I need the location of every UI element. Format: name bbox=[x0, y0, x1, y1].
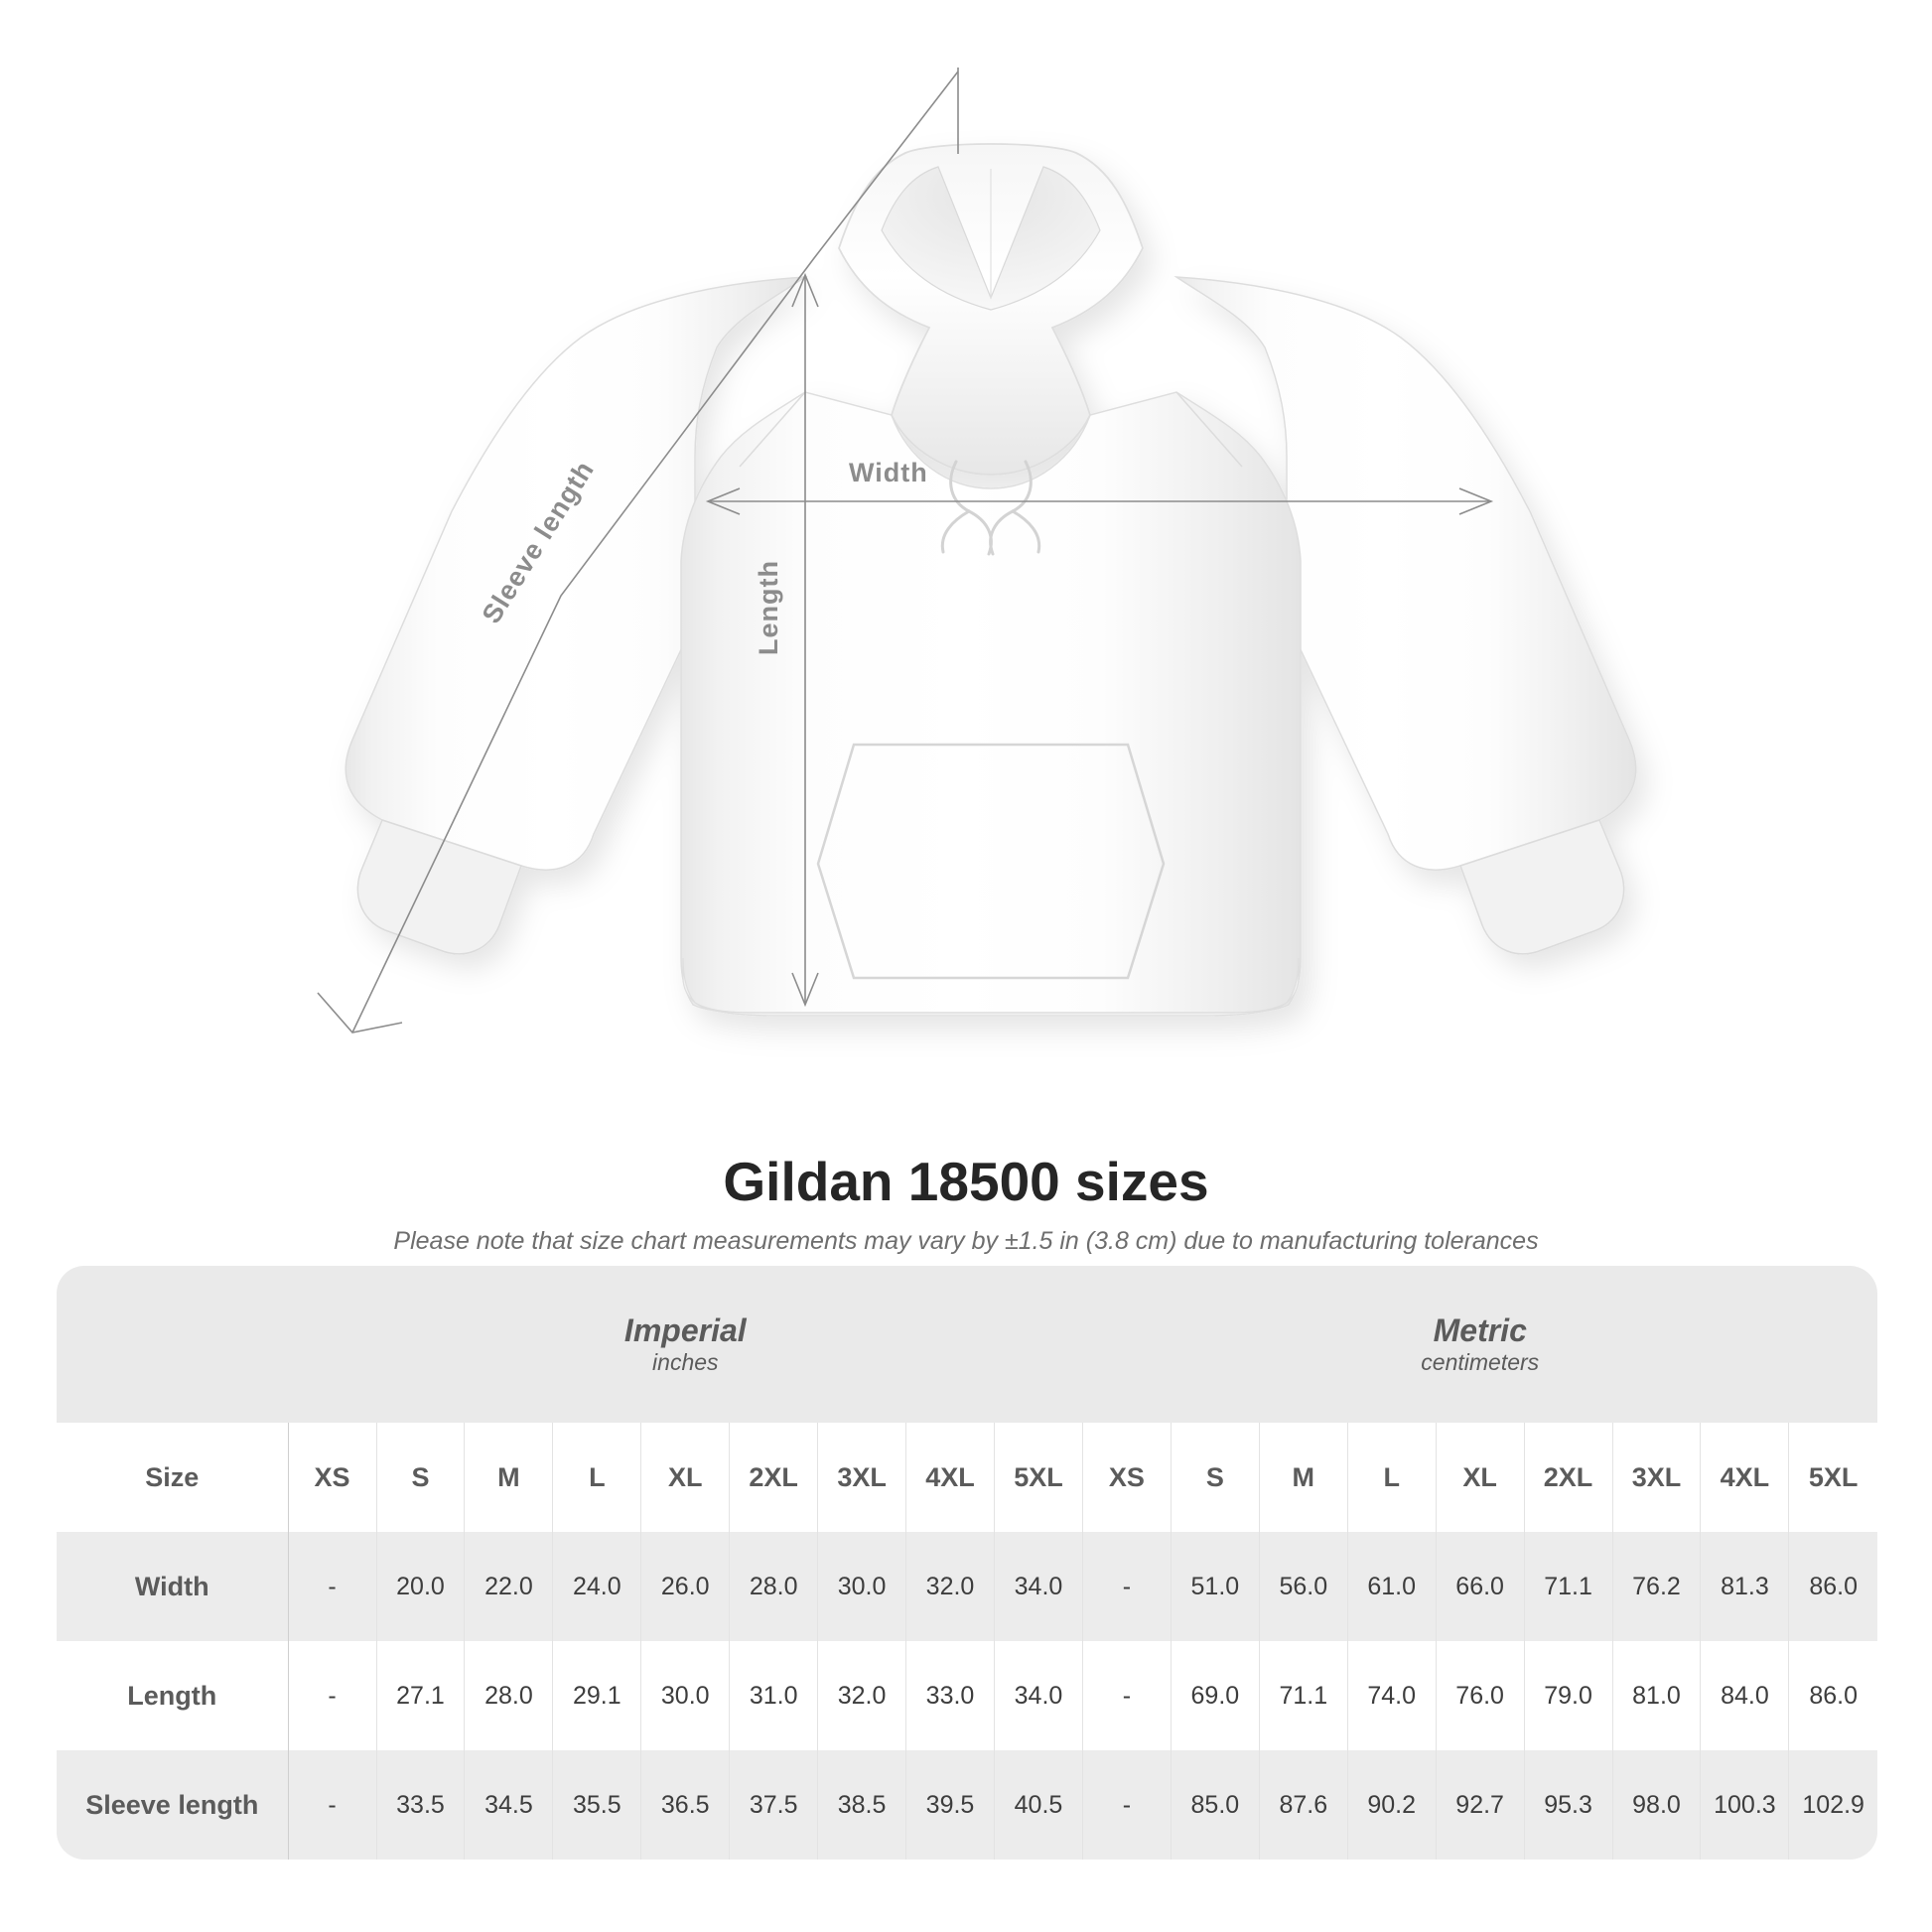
svg-text:Width: Width bbox=[849, 458, 928, 487]
svg-text:Length: Length bbox=[754, 560, 783, 655]
